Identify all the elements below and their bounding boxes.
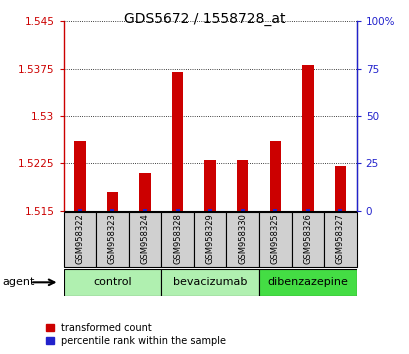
Bar <box>63 212 96 267</box>
Text: GSM958330: GSM958330 <box>238 213 247 264</box>
Bar <box>258 212 291 267</box>
Bar <box>96 212 128 267</box>
Bar <box>106 192 118 211</box>
Bar <box>128 212 161 267</box>
Bar <box>258 269 356 296</box>
Bar <box>338 209 342 211</box>
Bar <box>143 209 146 211</box>
Bar <box>236 160 248 211</box>
Bar <box>324 212 356 267</box>
Text: bevacizumab: bevacizumab <box>173 277 247 287</box>
Text: agent: agent <box>2 277 34 287</box>
Bar <box>193 212 226 267</box>
Text: GSM958326: GSM958326 <box>303 213 312 264</box>
Bar <box>301 65 313 211</box>
Bar <box>175 209 179 211</box>
Text: control: control <box>93 277 131 287</box>
Text: GSM958323: GSM958323 <box>108 213 117 264</box>
Bar <box>273 209 276 211</box>
Text: GSM958322: GSM958322 <box>75 213 84 264</box>
Bar <box>226 212 258 267</box>
Bar <box>74 141 85 211</box>
Text: GSM958328: GSM958328 <box>173 213 182 264</box>
Bar <box>161 269 258 296</box>
Bar <box>305 209 309 211</box>
Bar <box>334 166 345 211</box>
Text: GDS5672 / 1558728_at: GDS5672 / 1558728_at <box>124 12 285 27</box>
Bar <box>204 160 215 211</box>
Bar <box>240 209 244 211</box>
Bar <box>208 209 211 211</box>
Bar <box>269 141 280 211</box>
Bar <box>139 173 151 211</box>
Text: dibenzazepine: dibenzazepine <box>267 277 347 287</box>
Legend: transformed count, percentile rank within the sample: transformed count, percentile rank withi… <box>46 323 226 346</box>
Bar <box>161 212 193 267</box>
Bar <box>291 212 324 267</box>
Bar <box>171 72 183 211</box>
Text: GSM958324: GSM958324 <box>140 213 149 264</box>
Bar <box>63 269 161 296</box>
Text: GSM958325: GSM958325 <box>270 213 279 264</box>
Bar <box>110 209 114 211</box>
Text: GSM958329: GSM958329 <box>205 213 214 264</box>
Text: GSM958327: GSM958327 <box>335 213 344 264</box>
Bar <box>78 209 81 211</box>
